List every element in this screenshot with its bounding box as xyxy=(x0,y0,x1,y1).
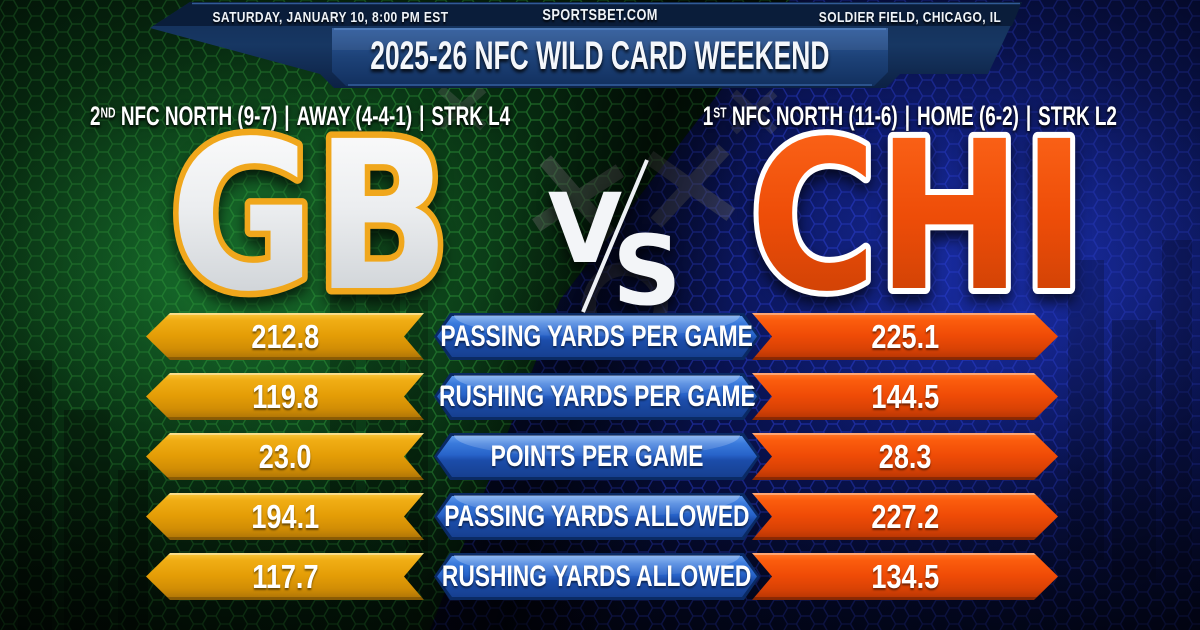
home-team-info: 1ST NFC NORTH (11-6) | HOME (6-2) | STRK L2 xyxy=(650,100,1170,132)
svg-text:GB: GB xyxy=(170,122,450,312)
away-team-info: 2ND NFC NORTH (9-7) | AWAY (4-4-1) | STRK L4 xyxy=(40,100,560,132)
away-site-record: AWAY (4-4-1) xyxy=(296,100,413,131)
away-seed: 2 xyxy=(89,100,101,131)
venue-location: SOLDIER FIELD, CHICAGO, IL xyxy=(818,8,1002,26)
divider: | xyxy=(1026,100,1032,131)
away-division-record: NFC NORTH (9-7) xyxy=(120,100,278,131)
home-division-record: NFC NORTH (11-6) xyxy=(731,100,898,131)
header-banner xyxy=(150,2,1022,88)
divider: | xyxy=(904,100,911,131)
svg-text:CHI: CHI xyxy=(750,122,1086,312)
divider: | xyxy=(284,100,290,131)
home-streak: STRK L2 xyxy=(1038,100,1118,131)
away-team-abbr: GB xyxy=(164,122,456,312)
home-seed-suffix: ST xyxy=(713,105,727,122)
banner-title-panel xyxy=(332,28,888,86)
kickoff-datetime: SATURDAY, JANUARY 10, 8:00 PM EST xyxy=(212,8,448,26)
divider: | xyxy=(419,100,425,131)
home-seed: 1 xyxy=(702,100,714,131)
banner-top-strip xyxy=(153,2,1022,26)
site-url: SPORTSBET.COM xyxy=(542,7,658,24)
svg-text:V: V xyxy=(548,173,622,285)
away-seed-suffix: ND xyxy=(100,105,116,122)
home-site-record: HOME (6-2) xyxy=(917,100,1020,131)
away-streak: STRK L4 xyxy=(431,100,511,131)
vs-separator: VS V S xyxy=(548,159,682,322)
home-team-abbr: CHI xyxy=(744,122,1091,312)
event-title: 2025-26 NFC WILD CARD WEEKEND xyxy=(370,33,830,78)
svg-text:S: S xyxy=(612,215,681,322)
